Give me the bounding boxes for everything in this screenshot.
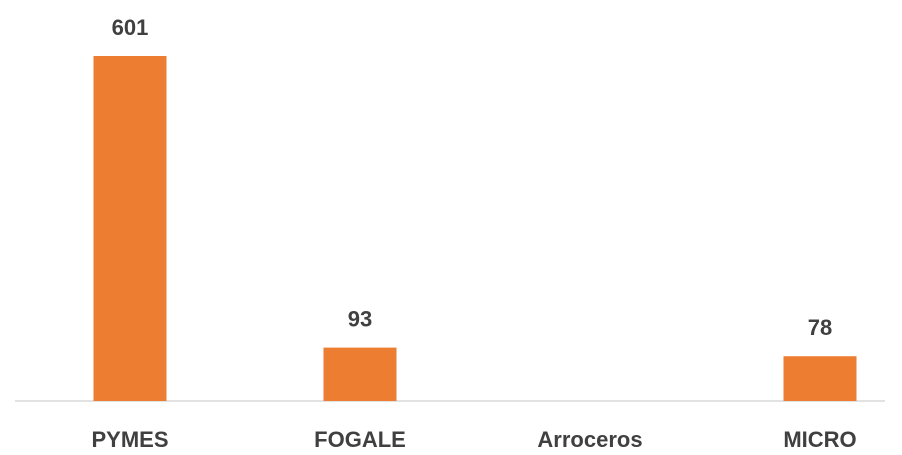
x-tick-label: Arroceros [537, 427, 642, 452]
x-tick-label: PYMES [91, 427, 168, 452]
x-tick-label: FOGALE [314, 427, 406, 452]
data-label: 601 [112, 15, 149, 40]
bar [783, 356, 857, 401]
bar [93, 56, 167, 401]
data-label: 93 [348, 306, 372, 331]
x-tick-label: MICRO [783, 427, 856, 452]
data-label: 78 [808, 315, 832, 340]
bar [323, 347, 397, 401]
